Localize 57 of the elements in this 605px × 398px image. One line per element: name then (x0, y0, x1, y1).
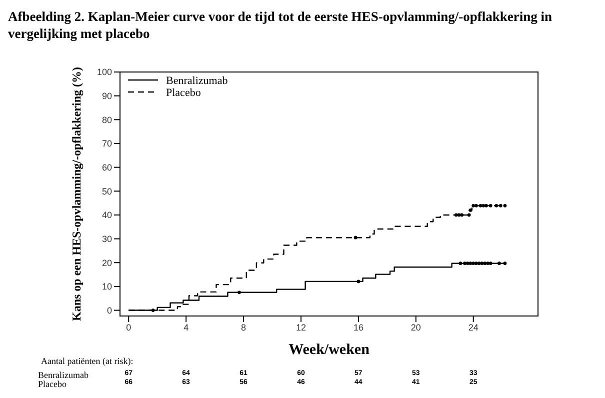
point (466, 262, 470, 266)
point (477, 262, 481, 266)
point (472, 262, 476, 266)
point (494, 204, 498, 208)
point (484, 204, 488, 208)
x-axis-title: Week/weken (288, 342, 370, 358)
point (454, 213, 458, 217)
point (480, 262, 484, 266)
x-tick-label: 12 (296, 322, 306, 332)
point (498, 262, 501, 266)
y-tick-label: 30 (102, 234, 112, 244)
point (488, 262, 492, 266)
point (458, 262, 462, 266)
x-tick-label: 20 (410, 322, 421, 332)
y-tick-label: 10 (102, 282, 112, 292)
y-tick-label: 100 (96, 67, 112, 78)
point (474, 204, 478, 208)
y-tick-label: 0 (106, 305, 112, 316)
point (483, 262, 487, 266)
point (468, 262, 472, 266)
point (478, 204, 482, 208)
point (356, 280, 360, 284)
y-tick-label: 40 (102, 210, 112, 220)
x-tick-label: 0 (126, 322, 132, 332)
point (488, 204, 492, 208)
point (482, 204, 486, 208)
point (472, 204, 476, 208)
y-axis-title: Kans op een HES-opvlamming/-opflakkering (%) (69, 66, 84, 322)
chart-title: Afbeelding 2. Kaplan-Meier curve voor de tijd tot de eerste HES-opvlamming/-opflakkering in vergelijking met placebo (8, 8, 553, 42)
text: Benralizumab (38, 370, 88, 380)
point (457, 213, 461, 217)
y-tick-label: 60 (102, 162, 112, 173)
y-tick-label: 80 (102, 114, 112, 125)
text: Placebo (38, 379, 66, 389)
x-tick-label: 4 (184, 322, 189, 332)
y-tick-label: 70 (102, 138, 112, 149)
point (468, 208, 472, 212)
point (486, 262, 490, 266)
x-tick-label: 8 (241, 322, 246, 332)
legend-label: Benralizumab (166, 75, 228, 87)
point (460, 213, 464, 217)
point (474, 262, 478, 266)
y-tick-label: 90 (102, 91, 112, 102)
point (238, 290, 241, 294)
point (467, 213, 471, 217)
text: Aantal patiënten (at risk): (41, 356, 134, 366)
point (151, 308, 155, 312)
point (463, 262, 466, 266)
x-tick-label: 24 (468, 322, 478, 332)
legend-label: Placebo (166, 87, 202, 99)
point (354, 236, 358, 240)
point (503, 262, 507, 266)
y-tick-label: 20 (102, 258, 112, 268)
x-tick-label: 16 (353, 322, 364, 332)
y-tick-label: 50 (102, 186, 112, 196)
point (498, 204, 502, 208)
point (503, 204, 507, 208)
